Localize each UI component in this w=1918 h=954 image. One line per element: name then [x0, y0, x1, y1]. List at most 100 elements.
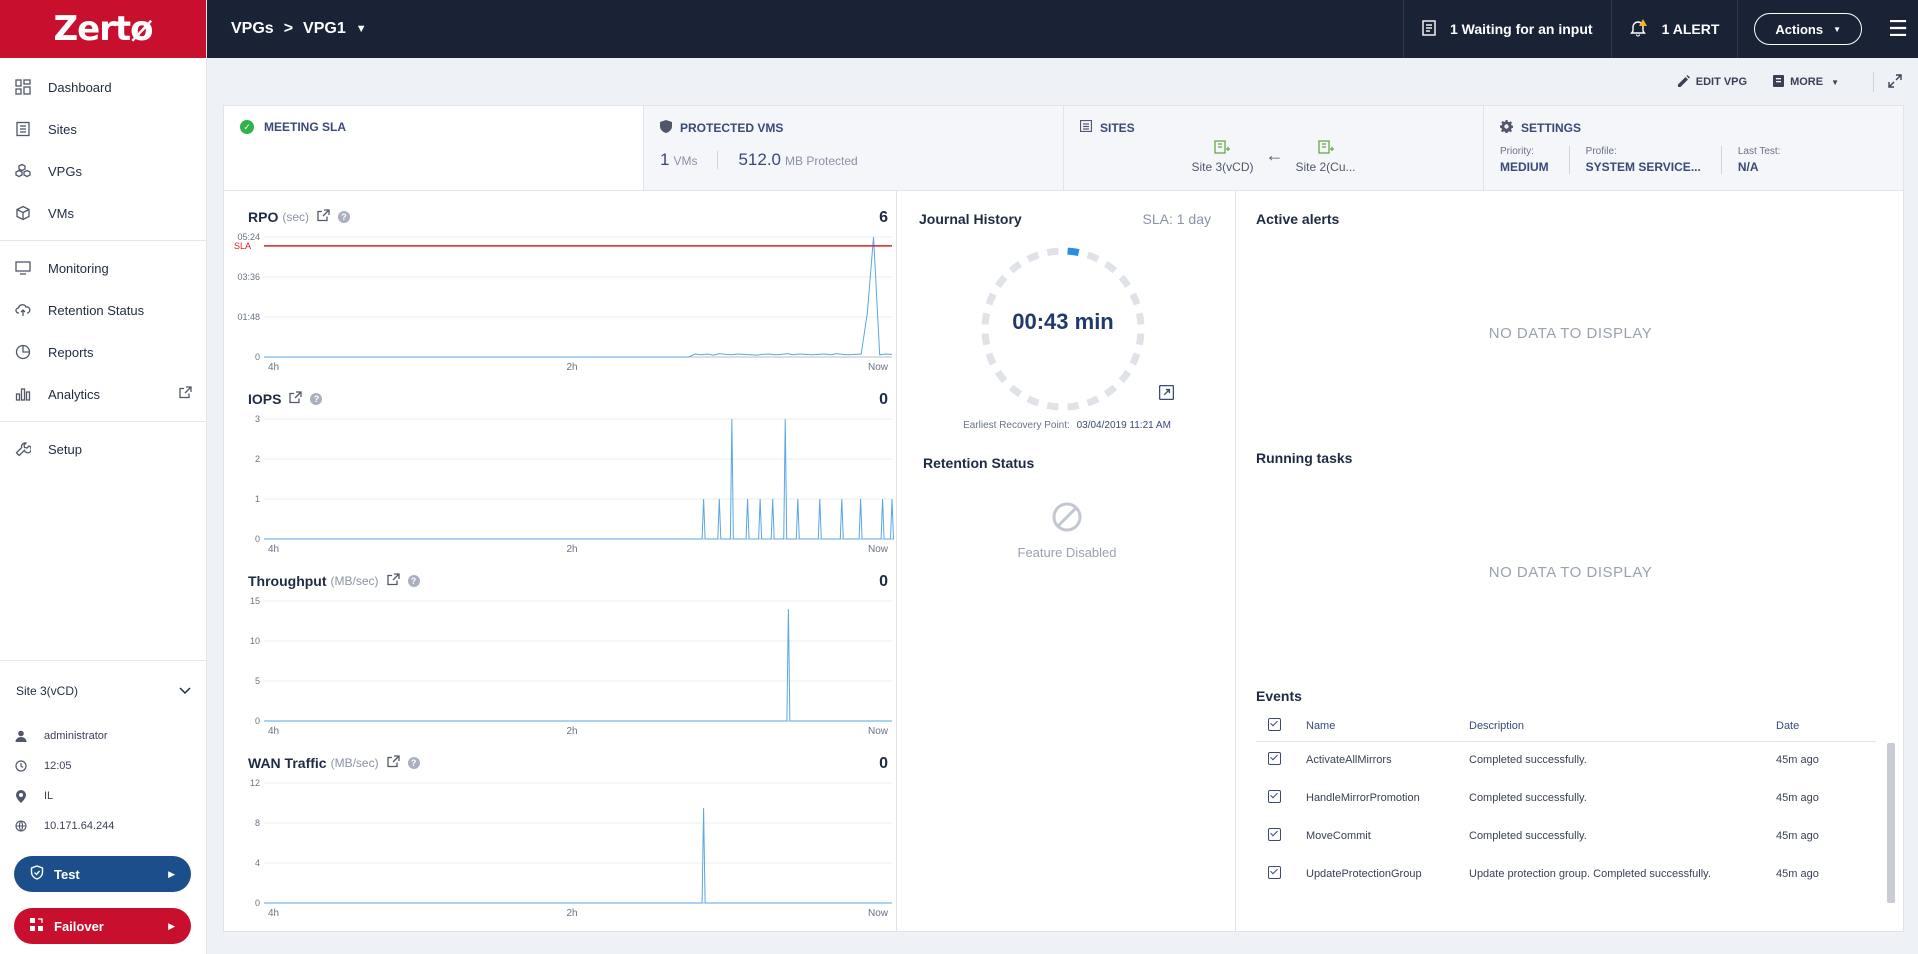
- failover-button[interactable]: Failover ▶: [14, 908, 191, 944]
- sidebar-item-dashboard[interactable]: Dashboard: [0, 66, 206, 108]
- sidebar-item-setup[interactable]: Setup: [0, 428, 206, 470]
- lasttest-label: Last Test:: [1737, 146, 1781, 157]
- site-time: 12:05: [44, 760, 72, 772]
- event-date: 45m ago: [1776, 754, 1819, 767]
- table-row[interactable]: ActivateAllMirrors Completed successfull…: [1256, 741, 1876, 779]
- chart-current-value: 0: [879, 573, 888, 590]
- alert-label: 1 ALERT: [1661, 21, 1720, 37]
- journal-ring: [981, 247, 1145, 411]
- value-divider: [717, 151, 719, 169]
- more-label: MORE: [1790, 76, 1824, 88]
- sidebar-item-monitoring[interactable]: Monitoring: [0, 247, 206, 289]
- nav-menu: Dashboard Sites VPGs VMs Monitoring Re: [0, 58, 206, 470]
- data-series-line: [264, 807, 892, 904]
- events-scrollbar[interactable]: [1887, 743, 1895, 903]
- actions-button[interactable]: Actions ▼: [1754, 13, 1862, 45]
- actions-wrap: Actions ▼: [1737, 0, 1878, 58]
- sidebar-item-vms[interactable]: VMs: [0, 192, 206, 234]
- erp-label: Earliest Recovery Point:: [963, 420, 1070, 431]
- external-link-icon[interactable]: [289, 391, 303, 407]
- journal-ring-segment: [1135, 312, 1145, 325]
- waiting-input-label: 1 Waiting for an input: [1450, 21, 1593, 37]
- settings-card[interactable]: SETTINGS Priority: MEDIUM Profile: SYSTE…: [1483, 106, 1903, 190]
- journal-ring-segment: [1046, 247, 1059, 257]
- select-all-checkbox[interactable]: [1256, 711, 1306, 742]
- site-panel: Site 3(vCD) administrator 12:05 IL 10.17…: [0, 660, 207, 841]
- row-checkbox[interactable]: [1256, 741, 1306, 779]
- sidebar-item-sites[interactable]: Sites: [0, 108, 206, 150]
- globe-icon: [14, 820, 28, 832]
- site-selector[interactable]: Site 3(vCD): [0, 661, 207, 721]
- table-row[interactable]: UpdateProtectionGroup Update protection …: [1256, 855, 1876, 893]
- external-link-icon[interactable]: [317, 209, 330, 225]
- data-series-line: [264, 236, 893, 358]
- external-link-icon[interactable]: [386, 755, 400, 771]
- x-tick-label: Now: [868, 362, 889, 373]
- journal-ring-segment: [1086, 251, 1100, 263]
- test-label: Test: [54, 866, 80, 882]
- col-date[interactable]: Date: [1776, 711, 1876, 742]
- sidebar-item-retention-status[interactable]: Retention Status: [0, 289, 206, 331]
- alert-button[interactable]: 1 ALERT: [1610, 0, 1738, 58]
- play-icon: ▶: [168, 868, 175, 879]
- event-description: Completed successfully.: [1469, 792, 1587, 804]
- protected-vms-card[interactable]: PROTECTED VMS 1 VMs 512.0 MB Protected: [643, 106, 1063, 190]
- help-icon[interactable]: ?: [338, 211, 351, 223]
- settings-values: Priority: MEDIUM Profile: SYSTEM SERVICE…: [1500, 146, 1887, 174]
- bar-chart-icon: [14, 385, 32, 403]
- breadcrumb-vpgs[interactable]: VPGs: [231, 20, 274, 37]
- journal-ring-segment: [1118, 369, 1132, 384]
- sidebar-item-analytics[interactable]: Analytics: [0, 373, 206, 415]
- external-link-icon[interactable]: [386, 573, 400, 589]
- breadcrumb: VPGs > VPG1 ▼: [207, 20, 377, 38]
- table-row[interactable]: HandleMirrorPromotion Completed successf…: [1256, 779, 1876, 817]
- sidebar-item-label: Sites: [48, 121, 77, 137]
- running-tasks-title: Running tasks: [1256, 450, 1353, 466]
- site-name: Site 3(vCD): [16, 684, 79, 698]
- external-link-icon[interactable]: [1158, 384, 1175, 405]
- external-link-icon[interactable]: [179, 386, 192, 402]
- sites-card[interactable]: SITES Site 3(vCD) ← Site 2(Cu...: [1063, 106, 1483, 190]
- sites-icon: [1079, 119, 1093, 135]
- sidebar-item-reports[interactable]: Reports: [0, 331, 206, 373]
- y-tick-label: 0: [255, 534, 260, 544]
- sla-card[interactable]: ✓ MEETING SLA: [224, 106, 643, 190]
- waiting-input-button[interactable]: 1 Waiting for an input: [1403, 0, 1611, 58]
- col-description[interactable]: Description: [1469, 711, 1776, 742]
- sites-icon: [14, 120, 32, 138]
- expand-button[interactable]: [1873, 72, 1902, 92]
- hamburger-menu-icon[interactable]: ☰: [1888, 16, 1908, 41]
- more-button[interactable]: MORE ▼: [1773, 74, 1839, 90]
- y-tick-label: 03:36: [237, 272, 260, 282]
- journal-ring-segment: [1086, 395, 1100, 407]
- edit-vpg-button[interactable]: EDIT VPG: [1677, 74, 1747, 90]
- y-tick-label: 0: [255, 898, 260, 908]
- journal-ring-segment: [1129, 292, 1141, 306]
- col-name[interactable]: Name: [1306, 711, 1469, 742]
- lasttest-value: N/A: [1737, 160, 1759, 174]
- row-checkbox[interactable]: [1256, 779, 1306, 817]
- journal-sla: SLA: 1 day: [1142, 211, 1212, 227]
- help-icon[interactable]: ?: [310, 393, 323, 405]
- breadcrumb-current[interactable]: VPG1: [303, 20, 346, 37]
- retention-status-text: Feature Disabled: [1017, 545, 1117, 560]
- journal-ring-segment: [994, 369, 1008, 384]
- summary-cards: ✓ MEETING SLA PROTECTED VMS 1 VMs 512.0 …: [223, 105, 1904, 191]
- user-row: administrator: [0, 721, 207, 751]
- help-icon[interactable]: ?: [407, 575, 420, 587]
- test-button[interactable]: Test ▶: [14, 856, 191, 892]
- row-checkbox[interactable]: [1256, 855, 1306, 893]
- sidebar-item-vpgs[interactable]: VPGs: [0, 150, 206, 192]
- journal-ring-segment: [985, 292, 997, 306]
- vms-icon: [14, 204, 32, 222]
- journal-ring-segment: [994, 274, 1008, 289]
- caret-down-icon[interactable]: ▼: [355, 23, 367, 35]
- profile-field: Profile: SYSTEM SERVICE...: [1568, 146, 1721, 174]
- event-name: HandleMirrorPromotion: [1306, 792, 1420, 804]
- zerto-logo[interactable]: Zertø: [0, 0, 206, 58]
- journal-value: 00:43 min: [1012, 309, 1114, 334]
- table-row[interactable]: MoveCommit Completed successfully. 45m a…: [1256, 817, 1876, 855]
- help-icon[interactable]: ?: [407, 757, 420, 769]
- x-tick-label: Now: [868, 908, 889, 919]
- row-checkbox[interactable]: [1256, 817, 1306, 855]
